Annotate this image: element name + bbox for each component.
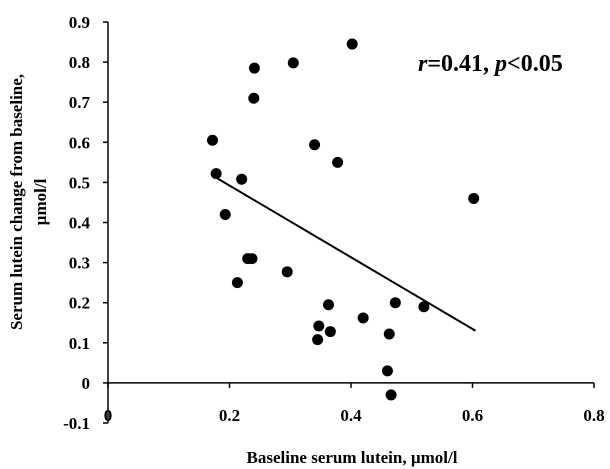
x-tick-label: 0.8: [583, 406, 604, 425]
p-symbol: p: [493, 51, 507, 77]
data-point: [468, 192, 480, 204]
trendline: [216, 177, 477, 332]
r-value: =0.41,: [427, 51, 495, 77]
data-point: [313, 320, 325, 332]
data-point: [323, 299, 335, 311]
data-point: [385, 389, 397, 401]
y-tick-label: 0.1: [69, 334, 90, 353]
data-point: [383, 328, 395, 340]
y-tick-label: 0.3: [69, 254, 90, 273]
data-point: [324, 326, 336, 338]
axes: [103, 21, 595, 424]
data-point: [248, 62, 260, 74]
data-point: [206, 134, 218, 146]
y-tick-label: 0.6: [69, 133, 90, 152]
data-point: [389, 297, 401, 309]
y-tick-label: 0.4: [69, 214, 91, 233]
data-point: [309, 139, 321, 151]
data-point: [248, 92, 260, 104]
y-tick-label: 0.7: [69, 93, 91, 112]
data-points: [206, 38, 480, 401]
data-point: [219, 208, 231, 220]
y-tick-label: 0: [82, 374, 91, 393]
data-point: [246, 253, 258, 265]
y-tick-label: 0.5: [69, 173, 90, 192]
x-tick-label: 0.6: [462, 406, 483, 425]
data-point: [346, 38, 358, 50]
y-tick-label: 0.2: [69, 294, 90, 313]
p-value: <0.05: [507, 51, 563, 77]
y-tick-label: 0.8: [69, 53, 90, 72]
data-point: [332, 156, 344, 168]
y-tick-label: 0.9: [69, 13, 90, 32]
x-axis-title: Baseline serum lutein, µmol/l: [247, 448, 458, 467]
y-axis-title: Serum lutein change from baseline,: [7, 74, 26, 330]
x-tick-label: 0.4: [340, 406, 362, 425]
x-tick-label: 0.2: [219, 406, 240, 425]
data-point: [381, 365, 393, 377]
annotation-statistics: r=0.41, p<0.05: [418, 51, 563, 77]
data-point: [210, 168, 222, 180]
data-point: [287, 57, 299, 69]
y-tick-label: -0.1: [63, 414, 90, 433]
y-axis-title-unit: µmol/l: [31, 178, 50, 225]
data-point: [418, 301, 430, 313]
data-point: [281, 266, 293, 278]
data-point: [236, 173, 248, 185]
x-tick-labels: 00.20.40.60.8: [104, 406, 605, 425]
data-point: [231, 277, 243, 289]
data-point: [357, 312, 369, 324]
data-point: [312, 334, 324, 346]
y-tick-labels: -0.1 0 0.1 0.2 0.3 0.4 0.5 0.6 0.7 0.8 0.9: [63, 13, 90, 433]
r-symbol: r: [418, 51, 428, 77]
